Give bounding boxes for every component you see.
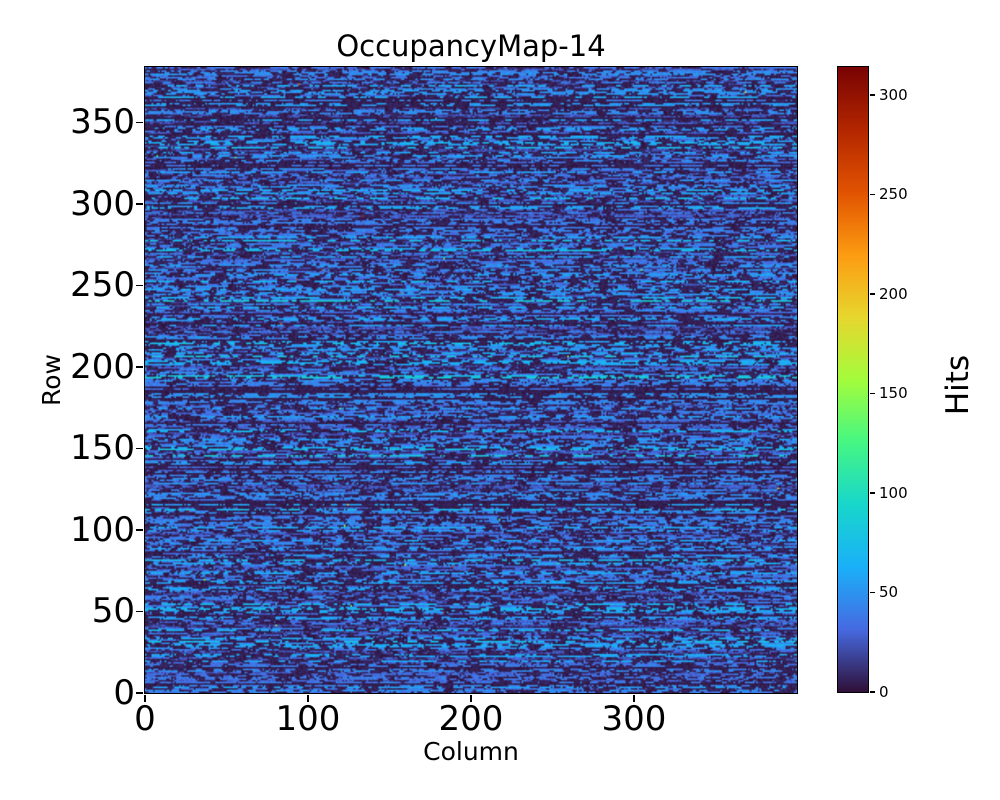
colorbar-tick-label: 150 — [879, 384, 908, 403]
colorbar-tick-label: 0 — [879, 683, 889, 701]
y-tick-label: 50 — [91, 591, 135, 632]
y-tick — [136, 203, 144, 205]
y-tick-label: 150 — [70, 428, 135, 469]
y-tick — [136, 366, 144, 368]
colorbar-label: Hits — [940, 354, 976, 416]
x-tick — [633, 694, 635, 702]
x-axis-label: Column — [423, 737, 519, 766]
y-tick — [136, 284, 144, 287]
colorbar-canvas — [838, 67, 868, 692]
y-tick — [136, 610, 144, 613]
y-tick-label: 250 — [70, 265, 135, 306]
x-tick — [307, 694, 309, 702]
colorbar-tick — [869, 591, 875, 594]
y-tick — [136, 529, 144, 531]
chart-title: OccupancyMap-14 — [336, 29, 606, 63]
y-tick — [136, 121, 144, 124]
colorbar-tick — [869, 492, 875, 494]
x-tick — [144, 694, 146, 702]
colorbar-tick-label: 50 — [879, 583, 899, 602]
x-tick-label: 100 — [275, 699, 341, 739]
y-tick-label: 0 — [113, 673, 135, 713]
colorbar-tick — [869, 392, 875, 395]
x-tick-label: 200 — [438, 699, 504, 739]
colorbar — [837, 66, 869, 693]
colorbar-tick — [869, 293, 875, 295]
y-tick-label: 200 — [70, 346, 135, 387]
colorbar-tick — [869, 691, 875, 693]
colorbar-tick — [869, 193, 875, 196]
y-tick-label: 300 — [70, 183, 135, 224]
y-tick — [136, 447, 144, 450]
heatmap-canvas — [145, 67, 797, 693]
colorbar-tick-label: 250 — [879, 185, 908, 204]
x-tick-label: 300 — [601, 699, 667, 739]
colorbar-tick — [869, 94, 875, 96]
x-tick — [470, 694, 472, 702]
heatmap-plot — [144, 66, 798, 694]
colorbar-tick-label: 200 — [879, 284, 908, 303]
y-tick-label: 350 — [70, 102, 135, 143]
y-tick-label: 100 — [70, 509, 135, 550]
y-tick — [136, 692, 144, 694]
colorbar-tick-label: 300 — [879, 85, 908, 104]
x-tick-label: 0 — [134, 699, 156, 739]
colorbar-tick-label: 100 — [879, 483, 908, 502]
